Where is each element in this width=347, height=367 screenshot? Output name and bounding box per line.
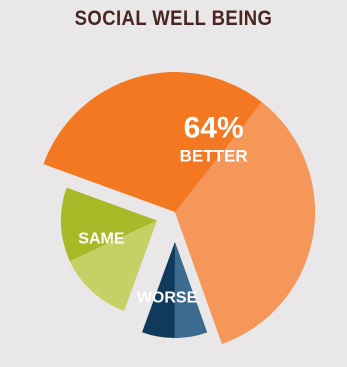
slice-label-better: BETTER: [180, 147, 248, 166]
pie-slice-same: [60, 187, 157, 311]
slice-label-same: SAME: [78, 230, 125, 247]
pie-slice-better: [43, 71, 316, 344]
chart-title: SOCIAL WELL BEING: [74, 7, 273, 30]
slice-label-worse: WORSE: [137, 289, 198, 306]
slice-value-better: 64%: [184, 112, 244, 145]
pie-slice-worse: [142, 241, 208, 338]
